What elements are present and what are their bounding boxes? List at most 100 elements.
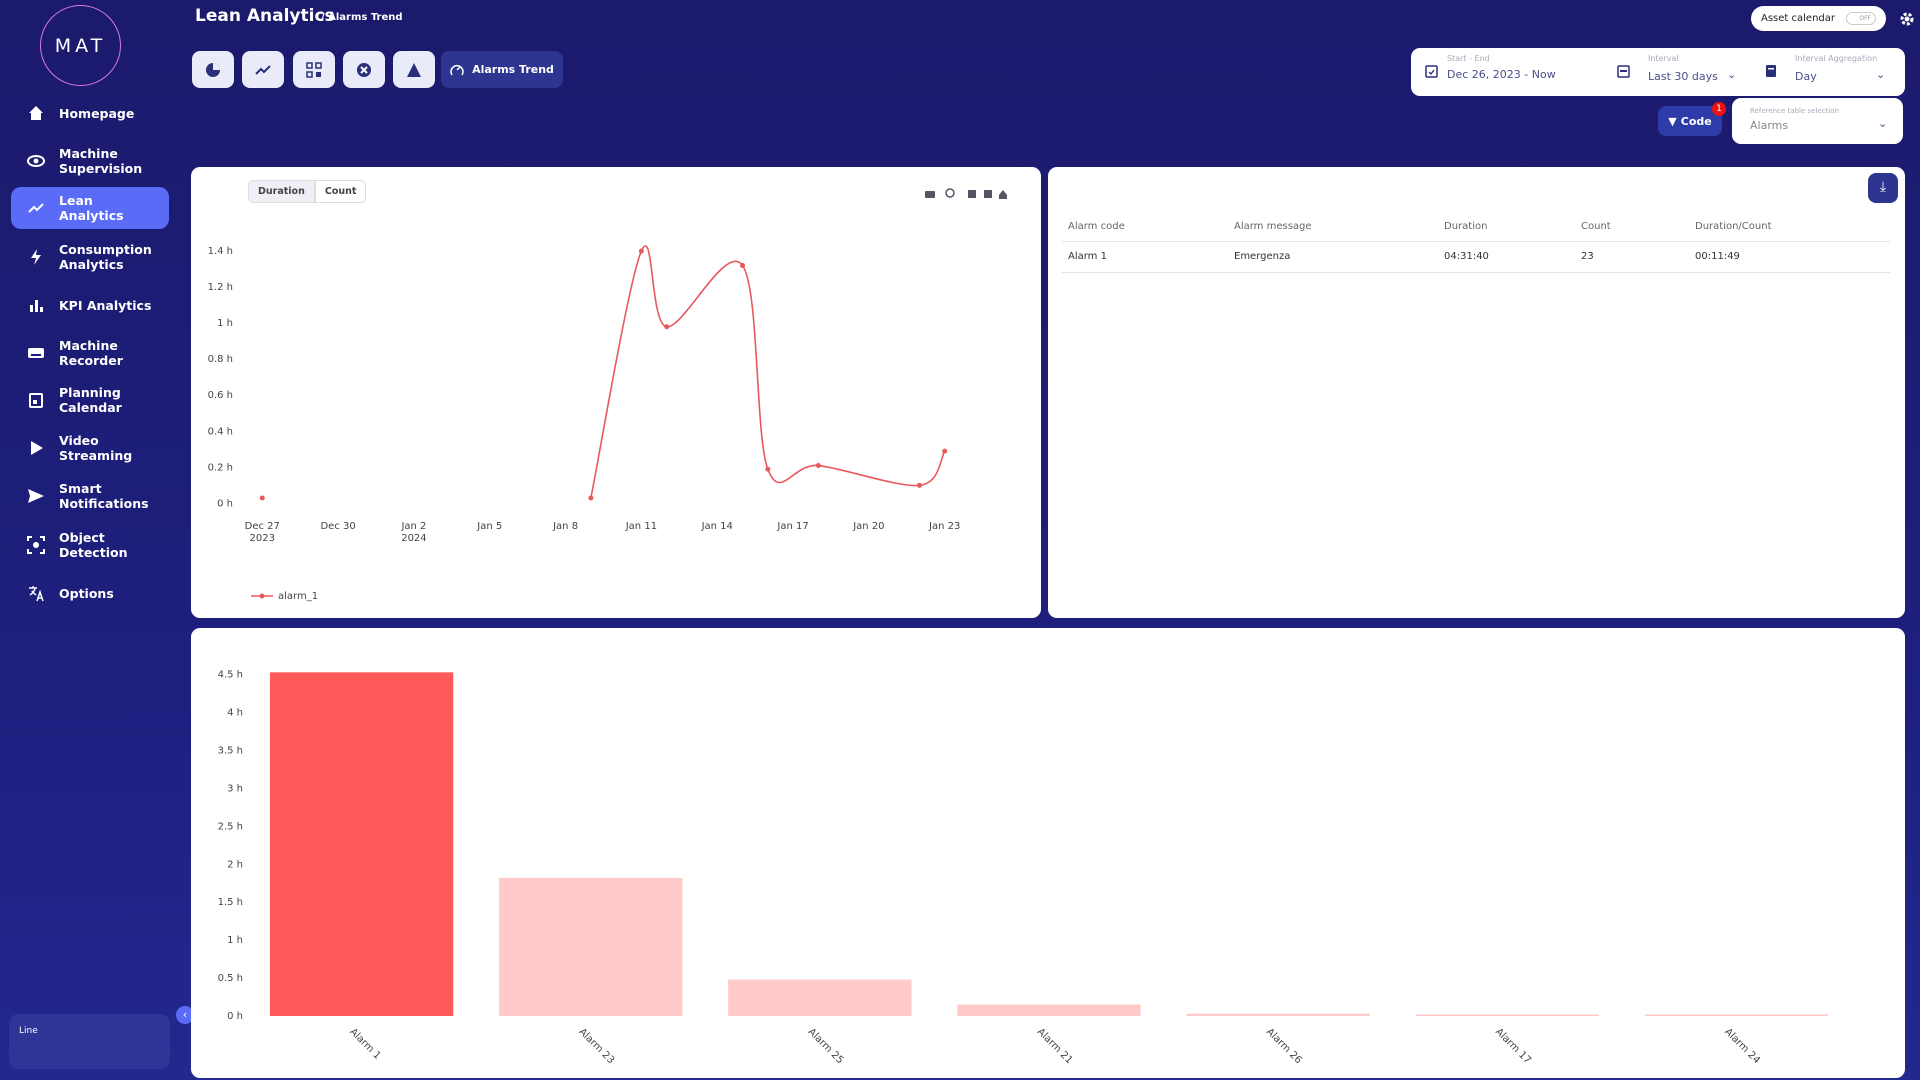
date-range[interactable]: Dec 26, 2023 - Now — [1447, 68, 1556, 81]
toggle[interactable]: OFF — [1846, 12, 1876, 25]
icon — [31, 249, 41, 265]
y-tick-label: 1.4 h — [208, 246, 233, 257]
point — [942, 448, 948, 454]
y-tick-label: 4.5 h — [218, 670, 243, 681]
bar — [499, 877, 683, 1016]
nav-item[interactable]: Consumption Analytics — [11, 236, 169, 278]
chevron: ⌄ — [1878, 117, 1888, 130]
nav-item[interactable]: Lean Analytics — [11, 187, 169, 229]
nav-item[interactable]: Planning Calendar — [11, 379, 169, 421]
point — [916, 482, 922, 488]
tool-button[interactable] — [242, 51, 284, 88]
icon — [28, 348, 44, 358]
cell: Alarm 1 — [1068, 251, 1107, 262]
y-tick-label: 3 h — [227, 783, 243, 794]
column-header: Alarm code — [1068, 221, 1125, 232]
point — [588, 495, 594, 501]
tool-button[interactable] — [343, 51, 385, 88]
modebar — [925, 188, 1007, 199]
nav-label: Consumption Analytics — [59, 242, 152, 272]
filter-bar: Start - End Dec 26, 2023 - Now Interval … — [1411, 48, 1905, 96]
chevron: ⌄ — [1727, 68, 1737, 81]
download-button[interactable]: ⤓ — [1868, 173, 1898, 203]
nav-item[interactable]: Homepage — [11, 98, 169, 128]
active-tab[interactable]: Alarms Trend — [441, 51, 563, 88]
reference-select[interactable]: Reference table selection Alarms ⌄ — [1732, 98, 1903, 144]
bar — [269, 672, 454, 1016]
column-header: Duration — [1444, 221, 1488, 232]
icon — [450, 64, 464, 75]
icon — [30, 300, 43, 312]
cell: 23 — [1581, 251, 1594, 262]
x-tick-label: Jan 8 — [552, 521, 578, 532]
trend-panel: Duration Count 0 h 0.2 h 0.4 h 0.6 h 0.8 h 1 … — [191, 167, 1041, 618]
nav-item[interactable]: Smart Notifications — [11, 475, 169, 517]
nav-item[interactable]: KPI Analytics — [11, 290, 169, 320]
tool-button[interactable] — [393, 51, 435, 88]
interval[interactable]: Last 30 days — [1648, 70, 1718, 83]
bar — [957, 1004, 1141, 1016]
line-selector[interactable]: Line — [9, 1014, 170, 1069]
x-tick-label: Alarm 24 — [1722, 1026, 1762, 1066]
y-tick-label: 2 h — [227, 859, 243, 870]
tool-button[interactable] — [192, 51, 234, 88]
cell: 04:31:40 — [1444, 251, 1489, 262]
tool-button[interactable] — [293, 51, 335, 88]
icon — [255, 64, 271, 75]
icon[interactable] — [984, 190, 992, 198]
icon — [407, 62, 421, 77]
nav-label: Lean Analytics — [59, 193, 124, 223]
x-tick-label: Alarm 1 — [347, 1026, 382, 1061]
x-tick-label: Alarm 21 — [1035, 1026, 1075, 1066]
y-tick-label: 1 h — [217, 318, 233, 329]
tab[interactable]: Duration — [248, 180, 315, 203]
y-tick-label: 0.8 h — [208, 354, 233, 365]
column-header: Alarm message — [1234, 221, 1312, 232]
bar-chart: 0 h 0.5 h 1 h 1.5 h 2 h 2.5 h 3 h 3.5 h 4 h 4.5 h… — [218, 670, 1829, 1066]
bar — [1186, 1013, 1370, 1016]
line — [590, 245, 946, 499]
y-tick-label: 2.5 h — [218, 821, 243, 832]
nav-item[interactable]: Machine Supervision — [11, 140, 169, 182]
icon[interactable] — [999, 190, 1007, 199]
nav-label: Object Detection — [59, 530, 128, 560]
field-label: Interval — [1648, 54, 1679, 63]
code-filter[interactable]: ▼ Code — [1658, 106, 1722, 136]
nav-item[interactable]: Options — [11, 578, 169, 608]
icon — [29, 586, 44, 602]
reference-value: Alarms — [1750, 119, 1789, 132]
y-tick-label: 0 h — [217, 498, 233, 509]
nav-item[interactable]: Video Streaming — [11, 427, 169, 469]
x-tick-label: Alarm 23 — [576, 1026, 616, 1066]
tab[interactable]: Count — [314, 180, 367, 203]
nav-label: Video Streaming — [59, 433, 133, 463]
settings-icon[interactable] — [1898, 10, 1916, 28]
nav-item[interactable]: Object Detection — [11, 524, 169, 566]
field-label: Interval Aggregation — [1795, 54, 1878, 63]
row-divider — [1062, 241, 1890, 242]
icon — [28, 203, 44, 213]
icon — [31, 441, 43, 455]
icon[interactable] — [925, 191, 935, 198]
icon — [1425, 65, 1438, 78]
bar — [1415, 1014, 1599, 1016]
collapse-button[interactable]: ‹ — [176, 1006, 194, 1024]
column-header: Count — [1581, 221, 1611, 232]
y-tick-label: 3.5 h — [218, 745, 243, 756]
bar-panel: 0 h 0.5 h 1 h 1.5 h 2 h 2.5 h 3 h 3.5 h 4 h 4.5 h… — [191, 628, 1905, 1078]
aggregation[interactable]: Day — [1795, 70, 1817, 83]
asset-calendar[interactable]: Asset calendar OFF — [1751, 6, 1886, 31]
asset-calendar-label: Asset calendar — [1761, 13, 1835, 24]
icon — [306, 61, 322, 78]
nav-item[interactable]: Machine Recorder — [11, 332, 169, 374]
row-divider — [1062, 272, 1890, 273]
icon[interactable] — [945, 188, 955, 198]
icon[interactable] — [968, 190, 976, 198]
icon — [1766, 65, 1776, 77]
x-tick-label: Dec 27 2023 — [245, 521, 280, 544]
y-tick-label: 1.2 h — [208, 282, 233, 293]
logo[interactable]: MAT — [40, 5, 121, 86]
code-label: Code — [1680, 114, 1712, 128]
breadcrumb: / Alarms Trend — [321, 12, 403, 23]
chevron: ⌄ — [1876, 68, 1886, 81]
